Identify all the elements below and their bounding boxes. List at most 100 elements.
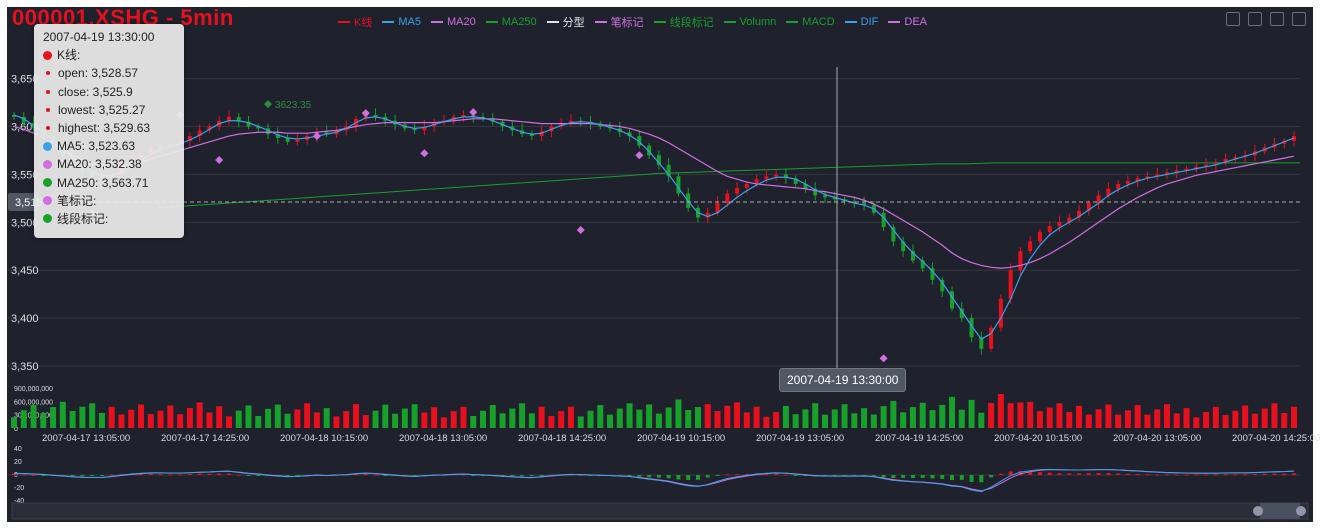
bi-mark-diamond — [576, 225, 585, 234]
macd-bar — [246, 475, 251, 476]
macd-bar — [842, 475, 847, 476]
macd-bar — [774, 473, 779, 475]
volume-bar — [675, 399, 682, 428]
macd-bar — [647, 475, 652, 478]
bi-mark-diamond — [879, 354, 888, 363]
volume-bar — [1203, 412, 1210, 428]
macd-bar — [12, 473, 16, 475]
candle-body — [1145, 176, 1150, 179]
ma250-line — [157, 162, 1300, 209]
volume-bar — [939, 404, 946, 428]
y-tick-label: 3,350 — [11, 361, 39, 373]
legend-line-icon — [844, 21, 857, 23]
volume-bar — [519, 403, 526, 428]
candle-body — [412, 128, 417, 131]
tooltip-open-value: open: 3,528.57 — [58, 66, 139, 81]
macd-bar — [881, 475, 886, 478]
legend-item-2[interactable]: MA20 — [430, 14, 476, 30]
macd-bar — [1145, 474, 1150, 476]
candle-body — [666, 164, 671, 177]
candle-body — [461, 114, 466, 117]
volume-bar — [988, 402, 995, 428]
xd-mark-diamond — [264, 100, 273, 109]
volume-bar — [685, 410, 692, 428]
volume-bar — [890, 400, 897, 428]
candle-body — [373, 114, 378, 117]
legend-item-4[interactable]: 分型 — [546, 14, 585, 30]
legend-item-1[interactable]: MA5 — [382, 14, 421, 30]
candle-body — [207, 126, 212, 131]
volume-bar — [1251, 413, 1258, 428]
legend-item-8[interactable]: MACD — [786, 14, 835, 30]
macd-bar — [852, 475, 857, 476]
candle-body — [754, 179, 759, 184]
save-image-icon[interactable] — [1292, 12, 1306, 26]
legend-item-3[interactable]: MA250 — [485, 14, 537, 30]
macd-bar — [529, 475, 534, 477]
candle-body — [324, 132, 329, 135]
x-tick-label: 2007-04-19 14:25:00 — [875, 433, 963, 444]
legend-label: DIF — [860, 16, 879, 28]
candle-body — [1223, 159, 1228, 163]
macd-bar — [1057, 473, 1062, 475]
candle-body — [226, 116, 231, 121]
macd-bar — [1086, 473, 1091, 475]
volume-bar — [558, 411, 565, 428]
axis-pointer-y-box — [8, 193, 38, 211]
candle-body — [989, 327, 994, 349]
volume-bar — [450, 411, 457, 428]
zoom-icon[interactable] — [1226, 12, 1240, 26]
candle-body — [295, 139, 300, 142]
volume-bar — [1281, 412, 1288, 428]
bullet-icon — [46, 71, 50, 76]
zoom-reset-icon[interactable] — [1248, 12, 1262, 26]
macd-bar — [471, 475, 476, 476]
candle-body — [236, 116, 241, 122]
legend-item-10[interactable]: DEA — [888, 14, 927, 30]
macd-bar — [705, 475, 710, 478]
volume-bar — [1007, 403, 1014, 428]
macd-bar — [1292, 473, 1296, 475]
macd-bar — [910, 475, 915, 479]
macd-bar — [383, 475, 388, 476]
candle-body — [256, 126, 261, 129]
volume-bar — [812, 403, 819, 428]
volume-bar — [734, 402, 741, 428]
volume-bar — [1222, 415, 1229, 428]
legend-item-7[interactable]: Volumn — [723, 14, 776, 30]
legend-item-9[interactable]: DIF — [844, 14, 879, 30]
legend-item-5[interactable]: 笔标记 — [594, 14, 644, 30]
macd-bar — [99, 475, 104, 476]
volume-bar — [792, 414, 799, 428]
candle-body — [862, 203, 867, 206]
bi-mark-diamond — [420, 149, 429, 158]
volume-bar — [851, 413, 858, 428]
macd-bar — [735, 474, 740, 476]
volume-bar — [919, 402, 926, 428]
macd-bar — [920, 475, 925, 478]
macd-bar — [1028, 472, 1033, 475]
volume-bar — [401, 408, 408, 428]
tooltip-ma250: MA250: 3,563.71 — [43, 174, 184, 192]
legend-line-icon — [653, 21, 666, 23]
candle-body — [1155, 174, 1160, 177]
candle-body — [1125, 181, 1130, 184]
volume-bar — [929, 410, 936, 428]
macd-bar — [783, 474, 788, 476]
legend-item-6[interactable]: 线段标记 — [653, 14, 714, 30]
volume-bar — [909, 407, 916, 428]
macd-bar — [373, 474, 378, 476]
macd-bar — [695, 475, 700, 480]
volume-bar — [216, 406, 223, 428]
restore-icon[interactable] — [1270, 12, 1284, 26]
candle-body — [803, 183, 808, 189]
volume-bar — [1163, 404, 1170, 428]
candle-body — [676, 176, 681, 194]
legend-item-0[interactable]: K线 — [338, 14, 372, 30]
macd-bar — [412, 475, 417, 476]
volume-bar — [177, 414, 184, 428]
volume-bar — [69, 411, 76, 428]
candle-body — [950, 291, 955, 309]
candle-body — [559, 122, 564, 127]
dif-line — [13, 468, 1295, 493]
